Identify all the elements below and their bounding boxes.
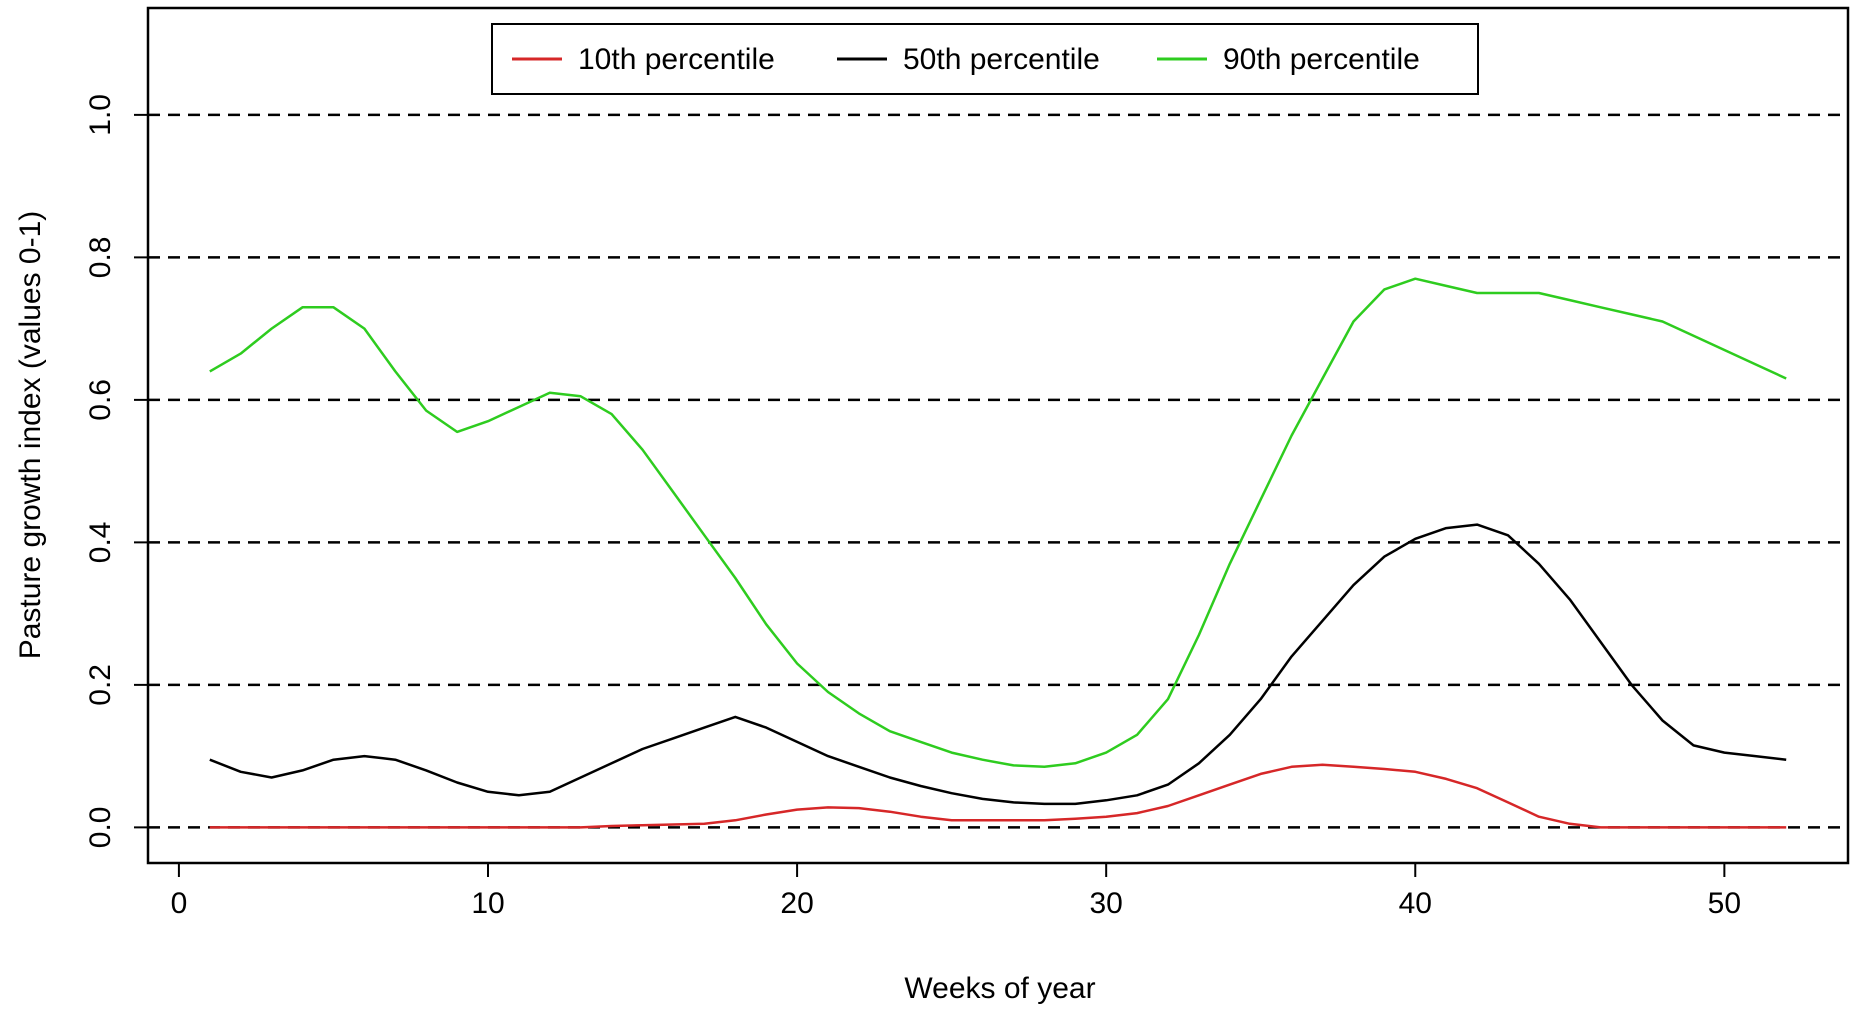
y-axis: 0.0 0.2 0.4 0.6 0.8 1.0	[84, 94, 148, 848]
legend-label-1: 10th percentile	[578, 43, 775, 76]
x-tick-label-0: 0	[171, 887, 188, 920]
series-line-3	[209, 277, 1787, 769]
x-tick-label-5: 50	[1708, 887, 1741, 920]
legend-label-3: 90th percentile	[1223, 43, 1420, 76]
series-line-1	[209, 763, 1787, 829]
x-tick-label-3: 30	[1089, 887, 1122, 920]
x-tick-label-1: 10	[471, 887, 504, 920]
series-layer	[209, 277, 1787, 829]
x-axis: 0 10 20 30 40 50	[171, 862, 1741, 920]
y-tick-label-0: 0.0	[84, 807, 117, 849]
y-tick-label-5: 1.0	[84, 94, 117, 136]
series-line-2	[209, 523, 1787, 806]
y-tick-label-1: 0.2	[84, 664, 117, 706]
y-tick-label-4: 0.8	[84, 237, 117, 279]
grid-lines	[148, 113, 1848, 829]
legend-box	[491, 23, 1479, 95]
x-tick-label-2: 20	[780, 887, 813, 920]
legend: 10th percentile 50th percentile 90th perce…	[491, 23, 1479, 95]
y-tick-label-3: 0.6	[84, 379, 117, 421]
y-tick-label-2: 0.4	[84, 522, 117, 564]
x-tick-label-4: 40	[1399, 887, 1432, 920]
x-axis-title: Weeks of year	[904, 972, 1095, 1005]
y-axis-title: Pasture growth index (values 0-1)	[14, 211, 47, 660]
legend-label-2: 50th percentile	[903, 43, 1100, 76]
